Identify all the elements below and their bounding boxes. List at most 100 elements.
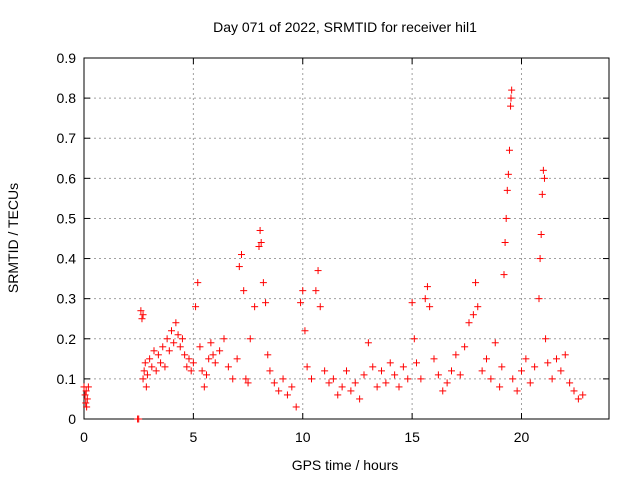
data-point bbox=[209, 351, 217, 359]
data-point bbox=[316, 303, 324, 311]
y-tick-label: 0.3 bbox=[57, 291, 77, 307]
data-point bbox=[82, 399, 90, 407]
data-point bbox=[172, 319, 180, 327]
data-point bbox=[537, 230, 545, 238]
data-point bbox=[168, 327, 175, 335]
data-point bbox=[312, 287, 320, 295]
data-point bbox=[150, 347, 158, 355]
data-point bbox=[196, 343, 204, 351]
x-tick-label: 20 bbox=[514, 429, 530, 445]
data-point bbox=[251, 303, 259, 311]
data-points bbox=[80, 86, 587, 423]
data-point bbox=[176, 343, 184, 351]
data-point bbox=[496, 383, 504, 391]
data-point bbox=[417, 375, 425, 383]
data-point bbox=[518, 367, 525, 375]
data-point bbox=[507, 94, 515, 102]
data-point bbox=[303, 363, 311, 371]
data-point bbox=[198, 367, 206, 375]
data-point bbox=[421, 295, 429, 303]
data-point bbox=[138, 315, 146, 323]
data-point bbox=[487, 375, 495, 383]
data-point bbox=[224, 363, 232, 371]
data-point bbox=[399, 363, 407, 371]
data-point bbox=[308, 375, 315, 383]
data-point bbox=[557, 367, 565, 375]
data-point bbox=[137, 307, 145, 315]
data-point bbox=[235, 263, 243, 271]
data-point bbox=[299, 287, 307, 295]
axis-ticks: 0 0.1 0.2 0.3 0.4 0.5 0.6 0.7 0.8 0.9 0 5 10 15 20 bbox=[57, 50, 609, 445]
data-point bbox=[478, 367, 486, 375]
y-axis-label: SRMTID / TECUs bbox=[5, 183, 21, 293]
data-point bbox=[382, 379, 390, 387]
data-point bbox=[264, 351, 272, 359]
data-point bbox=[229, 375, 237, 383]
data-point bbox=[83, 395, 91, 403]
data-point bbox=[266, 367, 274, 375]
data-point bbox=[498, 363, 506, 371]
data-point bbox=[238, 251, 245, 259]
data-point bbox=[192, 303, 200, 311]
data-point bbox=[378, 367, 385, 375]
y-tick-label: 0.2 bbox=[57, 331, 77, 347]
data-point bbox=[501, 239, 509, 247]
data-point bbox=[483, 355, 490, 363]
data-point bbox=[410, 335, 418, 343]
data-point bbox=[321, 367, 329, 375]
data-point bbox=[461, 343, 469, 351]
data-point bbox=[233, 355, 241, 363]
data-point bbox=[178, 335, 186, 343]
data-point bbox=[242, 375, 250, 383]
data-point bbox=[522, 355, 530, 363]
data-point bbox=[152, 367, 160, 375]
data-point bbox=[256, 226, 264, 234]
data-point bbox=[566, 379, 574, 387]
data-point bbox=[404, 375, 412, 383]
data-point bbox=[430, 355, 438, 363]
data-point bbox=[570, 387, 578, 395]
data-point bbox=[200, 383, 208, 391]
data-point bbox=[548, 375, 556, 383]
data-point bbox=[500, 271, 508, 279]
data-point bbox=[82, 387, 90, 395]
x-tick-label: 15 bbox=[404, 429, 420, 445]
data-point bbox=[579, 391, 587, 399]
y-tick-label: 0.9 bbox=[57, 50, 77, 66]
data-point bbox=[538, 190, 546, 198]
data-point bbox=[443, 379, 451, 387]
data-point bbox=[452, 351, 460, 359]
data-point bbox=[561, 351, 569, 359]
data-point bbox=[165, 347, 173, 355]
data-point bbox=[148, 363, 156, 371]
x-axis-label: GPS time / hours bbox=[292, 457, 399, 473]
data-point bbox=[505, 146, 513, 154]
data-point bbox=[203, 371, 210, 379]
data-point bbox=[553, 355, 560, 363]
data-point bbox=[139, 375, 147, 383]
data-point bbox=[205, 355, 213, 363]
data-point bbox=[395, 383, 403, 391]
data-point bbox=[347, 387, 355, 395]
data-point bbox=[154, 351, 162, 359]
data-point bbox=[364, 339, 372, 347]
data-point bbox=[325, 379, 333, 387]
data-point bbox=[408, 299, 416, 307]
y-tick-label: 0.1 bbox=[57, 371, 77, 387]
data-point bbox=[259, 279, 267, 287]
data-point bbox=[211, 359, 219, 367]
data-point bbox=[146, 355, 154, 363]
y-tick-label: 0.5 bbox=[57, 210, 77, 226]
x-tick-label: 5 bbox=[189, 429, 197, 445]
data-point bbox=[283, 391, 291, 399]
x-tick-label: 0 bbox=[80, 429, 88, 445]
data-point bbox=[491, 339, 499, 347]
data-point bbox=[161, 363, 169, 371]
data-point bbox=[356, 395, 364, 403]
data-point bbox=[240, 287, 248, 295]
data-point bbox=[84, 383, 92, 391]
data-point bbox=[143, 371, 151, 379]
data-point bbox=[257, 239, 265, 247]
data-point bbox=[542, 335, 550, 343]
